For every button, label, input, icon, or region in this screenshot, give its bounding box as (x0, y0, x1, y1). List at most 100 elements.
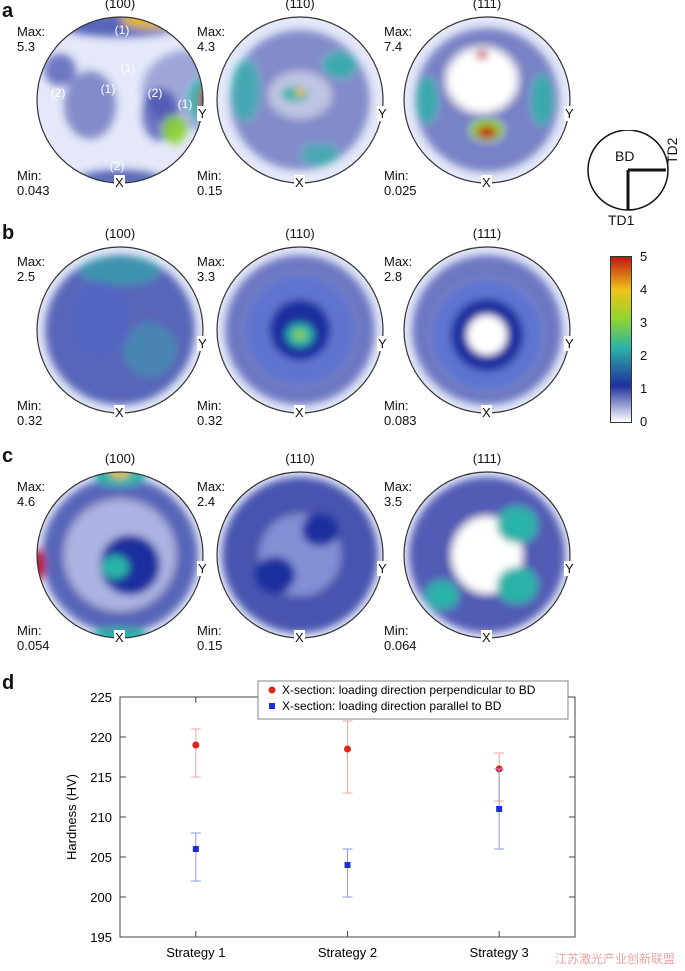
y-tick-label: 205 (90, 850, 112, 865)
x-axis-label: X (114, 175, 125, 190)
y-axis-label: Y (564, 561, 575, 576)
orientation-key: BD TD1 TD2 (580, 129, 680, 230)
pole-figure-annotation: (2) (148, 86, 163, 100)
pole-figure-title: (111) (472, 0, 502, 11)
min-value: 0.15 (197, 638, 223, 653)
min-value: 0.32 (197, 413, 223, 428)
panel-letter-b: b (2, 222, 15, 244)
pole-figure-a-2 (216, 16, 384, 184)
data-point-parallel (344, 862, 351, 868)
watermark: 江苏激光产业创新联盟 (555, 952, 676, 966)
colorbar-tick-label: 5 (640, 249, 648, 264)
data-point-perpendicular (344, 745, 351, 753)
pole-figure-annotation: (2) (51, 86, 66, 100)
max-label: Max: (17, 254, 46, 269)
min-label: Min: (384, 168, 409, 183)
max-label: Max: (384, 24, 413, 39)
max-label: Max: (197, 24, 226, 39)
pole-figure-annotation: (1) (115, 23, 130, 37)
x-tick-label: Strategy 3 (470, 945, 529, 960)
colorbar-tick-label: 2 (640, 348, 648, 363)
x-axis-label: X (481, 630, 492, 645)
max-label: Max: (197, 254, 226, 269)
colorbar-tick-label: 0 (640, 414, 648, 429)
y-tick-label: 200 (90, 890, 112, 905)
y-tick-label: 210 (90, 810, 112, 825)
max-value: 7.4 (384, 39, 403, 54)
pole-figure-title: (100) (104, 0, 136, 11)
x-axis-label: X (294, 175, 305, 190)
panel-letter-c: c (2, 445, 14, 467)
pole-figure-annotation: (2) (110, 159, 125, 173)
y-axis-label: Y (377, 561, 388, 576)
max-label: Max: (17, 24, 46, 39)
pole-figure-title: (111) (472, 451, 502, 466)
y-axis-label: Hardness (HV) (64, 774, 79, 860)
td2-label: TD2 (664, 137, 680, 164)
x-axis-label: X (481, 175, 492, 190)
y-axis-label: Y (377, 106, 388, 121)
y-axis-label: Y (197, 336, 208, 351)
colorbar-tick-label: 4 (640, 282, 648, 297)
pole-figure-c-2 (216, 471, 384, 639)
min-value: 0.025 (384, 183, 417, 198)
pole-figure-annotation: (1) (121, 61, 136, 75)
y-axis-label: Y (197, 106, 208, 121)
x-axis-label: X (294, 405, 305, 420)
data-point-parallel (192, 846, 199, 852)
legend-marker-perpendicular (268, 686, 276, 694)
panel-letter-a: a (2, 0, 14, 22)
pole-figure-title: (100) (104, 226, 136, 241)
pole-figure-title: (110) (285, 0, 315, 11)
max-value: 3.3 (197, 269, 216, 284)
max-value: 4.3 (197, 39, 216, 54)
legend-entry: X-section: loading direction perpendicul… (282, 683, 536, 697)
min-value: 0.064 (384, 638, 417, 653)
max-label: Max: (384, 254, 413, 269)
y-tick-label: 195 (90, 930, 112, 945)
y-axis-label: Y (377, 336, 388, 351)
max-label: Max: (17, 479, 46, 494)
y-axis-label: Y (564, 106, 575, 121)
td1-label: TD1 (608, 212, 635, 228)
pole-figure-title: (110) (285, 226, 315, 241)
pole-figure-b-1 (36, 246, 204, 414)
data-point-parallel (496, 806, 503, 812)
min-label: Min: (384, 398, 409, 413)
max-value: 4.6 (17, 494, 36, 509)
max-label: Max: (197, 479, 226, 494)
max-value: 2.8 (384, 269, 403, 284)
panel-letter-d: d (2, 672, 15, 694)
y-tick-label: 225 (90, 690, 112, 705)
pole-figure-b-3 (403, 246, 571, 414)
max-value: 2.5 (17, 269, 36, 284)
min-label: Min: (17, 398, 42, 413)
legend-marker-parallel (269, 703, 275, 709)
colorbar-tick-label: 3 (640, 315, 648, 330)
pole-figure-b-2 (216, 246, 384, 414)
x-axis-label: X (481, 405, 492, 420)
pole-figure-c-1 (36, 471, 204, 639)
min-value: 0.32 (17, 413, 43, 428)
hardness-chart: 195 200 205 210 215 220 225 Strategy 1 Strategy … (64, 680, 576, 960)
x-axis-label: X (114, 630, 125, 645)
pole-figure-c-3 (403, 471, 571, 639)
y-tick-label: 215 (90, 770, 112, 785)
max-label: Max: (384, 479, 413, 494)
min-label: Min: (17, 168, 42, 183)
min-value: 0.15 (197, 183, 223, 198)
min-value: 0.083 (384, 413, 417, 428)
min-label: Min: (197, 398, 222, 413)
data-point-perpendicular (192, 741, 200, 749)
x-tick-label: Strategy 1 (166, 945, 225, 960)
pole-figure-annotation: (1) (101, 82, 116, 96)
pole-figure-title: (100) (104, 451, 136, 466)
bd-label: BD (615, 148, 635, 164)
max-value: 2.4 (197, 494, 216, 509)
min-label: Min: (17, 623, 42, 638)
x-tick-label: Strategy 2 (318, 945, 377, 960)
legend-box (257, 680, 569, 720)
x-axis-label: X (114, 405, 125, 420)
y-tick-label: 220 (90, 730, 112, 745)
legend-entry: X-section: loading direction parallel to… (282, 699, 502, 713)
